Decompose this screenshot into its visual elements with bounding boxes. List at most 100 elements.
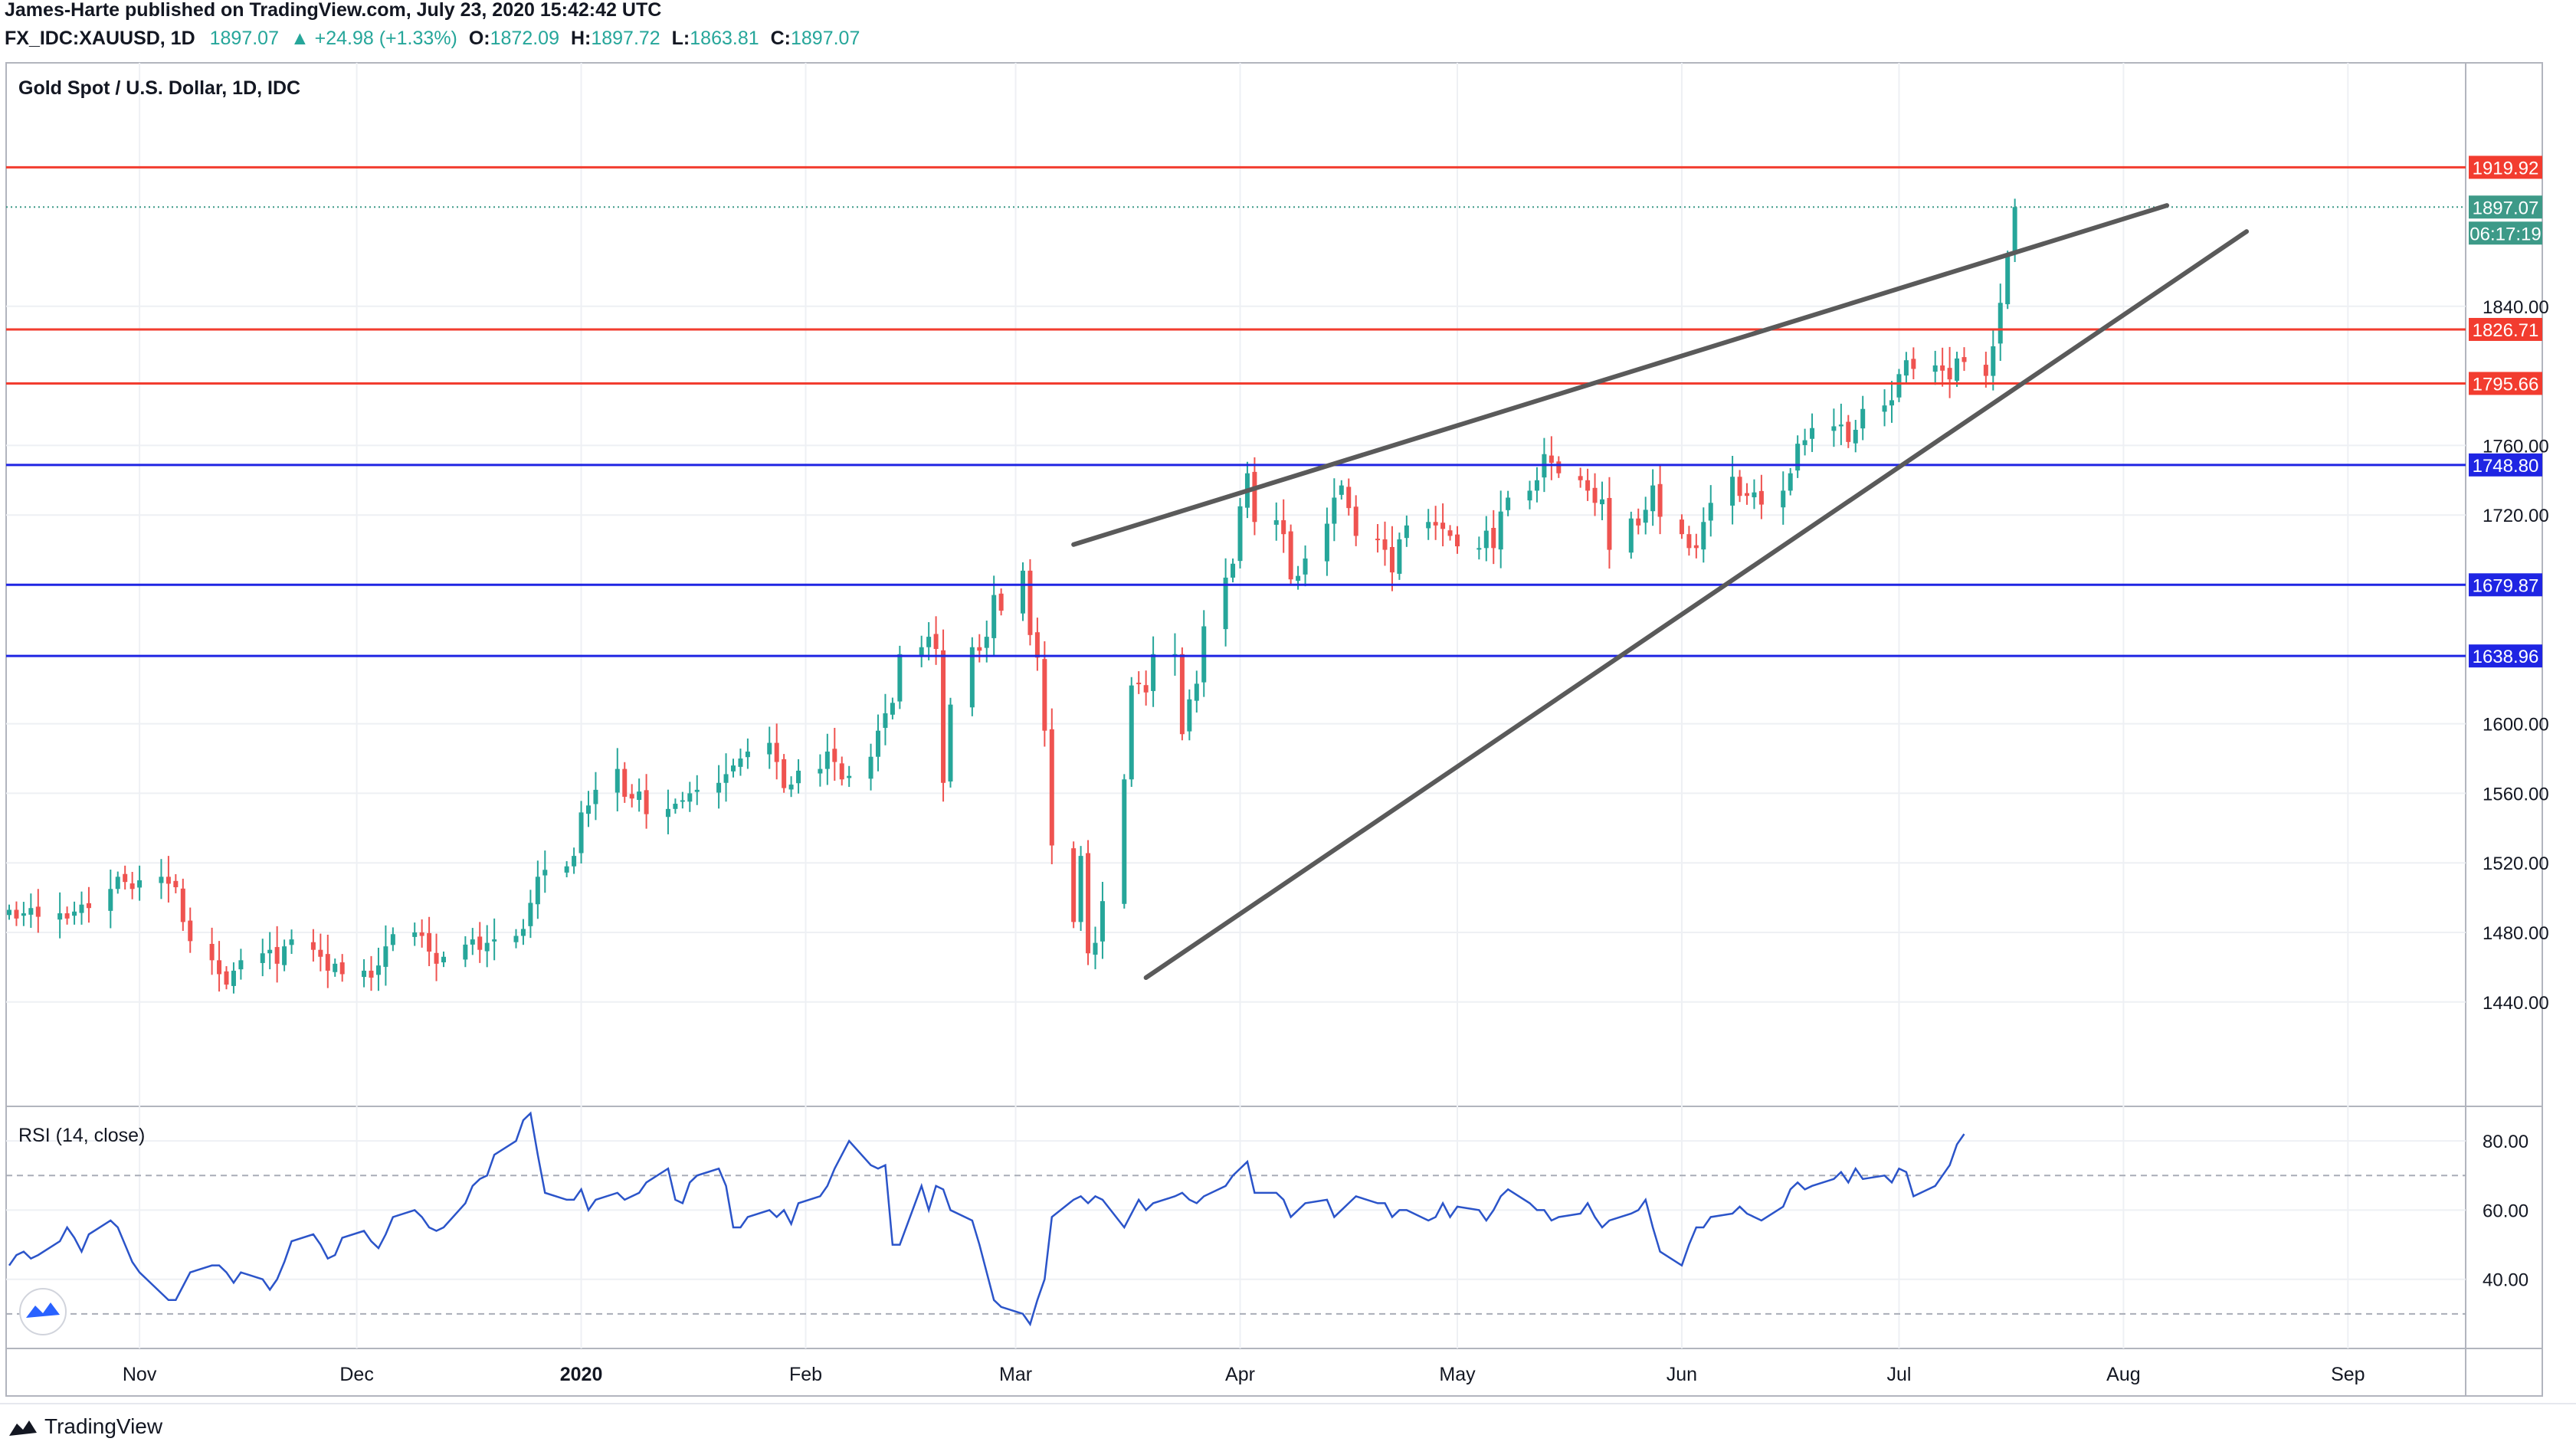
level-price-label: 1638.96 (2473, 647, 2539, 667)
candle (1758, 474, 1764, 519)
candle (673, 798, 678, 814)
chart-title: Gold Spot / U.S. Dollar, 1D, IDC (18, 77, 300, 99)
candle (260, 939, 265, 977)
candle (564, 860, 569, 878)
candle-body (818, 768, 823, 774)
candle (637, 778, 642, 812)
candle (1455, 526, 1460, 554)
candle (572, 847, 577, 874)
candle (1882, 389, 1887, 427)
candle (1955, 352, 1960, 387)
symbol-label: FX_IDC:XAUUSD, 1D (5, 28, 195, 49)
trendlines (1071, 203, 2250, 981)
candle-body (217, 960, 222, 975)
level-price-label: 1795.66 (2473, 374, 2539, 395)
candle (267, 932, 273, 970)
candle (1086, 840, 1091, 965)
candle (1237, 497, 1243, 568)
candle-body (919, 647, 924, 657)
candle-body (665, 808, 670, 818)
candle-body (1585, 480, 1591, 491)
candle (919, 635, 924, 667)
candle-body (1708, 503, 1713, 521)
candle (1382, 521, 1388, 566)
candle-body (1389, 546, 1395, 573)
candle-body (1303, 558, 1308, 575)
candle (629, 784, 634, 808)
price-tick-label: 1480.00 (2483, 923, 2549, 944)
level-price-label: 1826.71 (2473, 320, 2539, 341)
candle (1339, 480, 1344, 500)
candle-body (586, 805, 591, 814)
time-tick-label: Nov (123, 1364, 157, 1385)
candle-body (1838, 424, 1844, 427)
candle-body (941, 650, 946, 783)
candle-body (310, 942, 316, 950)
candle-body (513, 935, 519, 942)
candle (1585, 468, 1591, 501)
time-tick-label: Jun (1667, 1364, 1697, 1385)
candle (1332, 478, 1337, 542)
candle (274, 926, 280, 983)
candle-body (1549, 455, 1554, 464)
candle (1788, 467, 1793, 496)
candle-body (528, 903, 533, 926)
candle (1433, 506, 1438, 540)
candle (1961, 347, 1967, 372)
candle (847, 765, 852, 788)
candle (1701, 507, 1706, 563)
candle-body (369, 970, 374, 978)
candle (1932, 350, 1938, 385)
candle (463, 935, 468, 968)
rsi-pane (6, 1111, 2466, 1327)
candle-body (1491, 527, 1496, 549)
candle (876, 714, 880, 772)
tradingview-brand[interactable]: TradingView (44, 1414, 163, 1438)
candle (948, 697, 953, 788)
candle (977, 634, 982, 663)
candle (1903, 352, 1909, 383)
candle-body (180, 888, 185, 922)
candle (687, 781, 693, 812)
price-axis: 1840.00 1760.00 1720.00 1600.00 1560.00 1520.… (2483, 297, 2549, 1291)
level-price-tag (2469, 453, 2542, 477)
candle-body (1831, 426, 1837, 431)
candle (1600, 481, 1604, 520)
time-tick-label: 2020 (560, 1364, 603, 1385)
candle (1021, 562, 1025, 621)
candle-body (1578, 476, 1583, 480)
candle-body (1201, 626, 1207, 683)
candle-body (362, 970, 367, 978)
candle-body (520, 929, 526, 936)
candle (1049, 708, 1054, 865)
candle-body (969, 647, 975, 708)
candle-body (14, 909, 19, 919)
candle-body (1122, 779, 1127, 904)
tradingview-pane-logo-icon[interactable] (19, 1288, 67, 1335)
candle-body (1592, 487, 1598, 503)
candle-body (824, 751, 830, 769)
candle (434, 933, 439, 981)
open-value: 1872.09 (490, 28, 559, 49)
candle (129, 872, 135, 899)
price-tick-label: 1600.00 (2483, 715, 2549, 736)
candle-body (1795, 444, 1801, 471)
candle-body (1455, 534, 1460, 547)
candle-body (1151, 654, 1156, 691)
candle-body (1447, 530, 1453, 536)
candle (419, 919, 424, 948)
candle-body (412, 932, 418, 937)
candle-body (629, 794, 634, 799)
candle-body (716, 782, 722, 793)
candle (1947, 346, 1952, 398)
candle (796, 759, 801, 794)
candle-body (832, 749, 837, 762)
candle-body (839, 763, 844, 780)
candle (1172, 633, 1178, 676)
tradingview-logo-icon[interactable] (9, 1420, 37, 1436)
candle (369, 955, 374, 991)
candle-body (463, 944, 468, 960)
price-tick-label: 1520.00 (2483, 854, 2549, 874)
candle-body (1983, 365, 1988, 376)
